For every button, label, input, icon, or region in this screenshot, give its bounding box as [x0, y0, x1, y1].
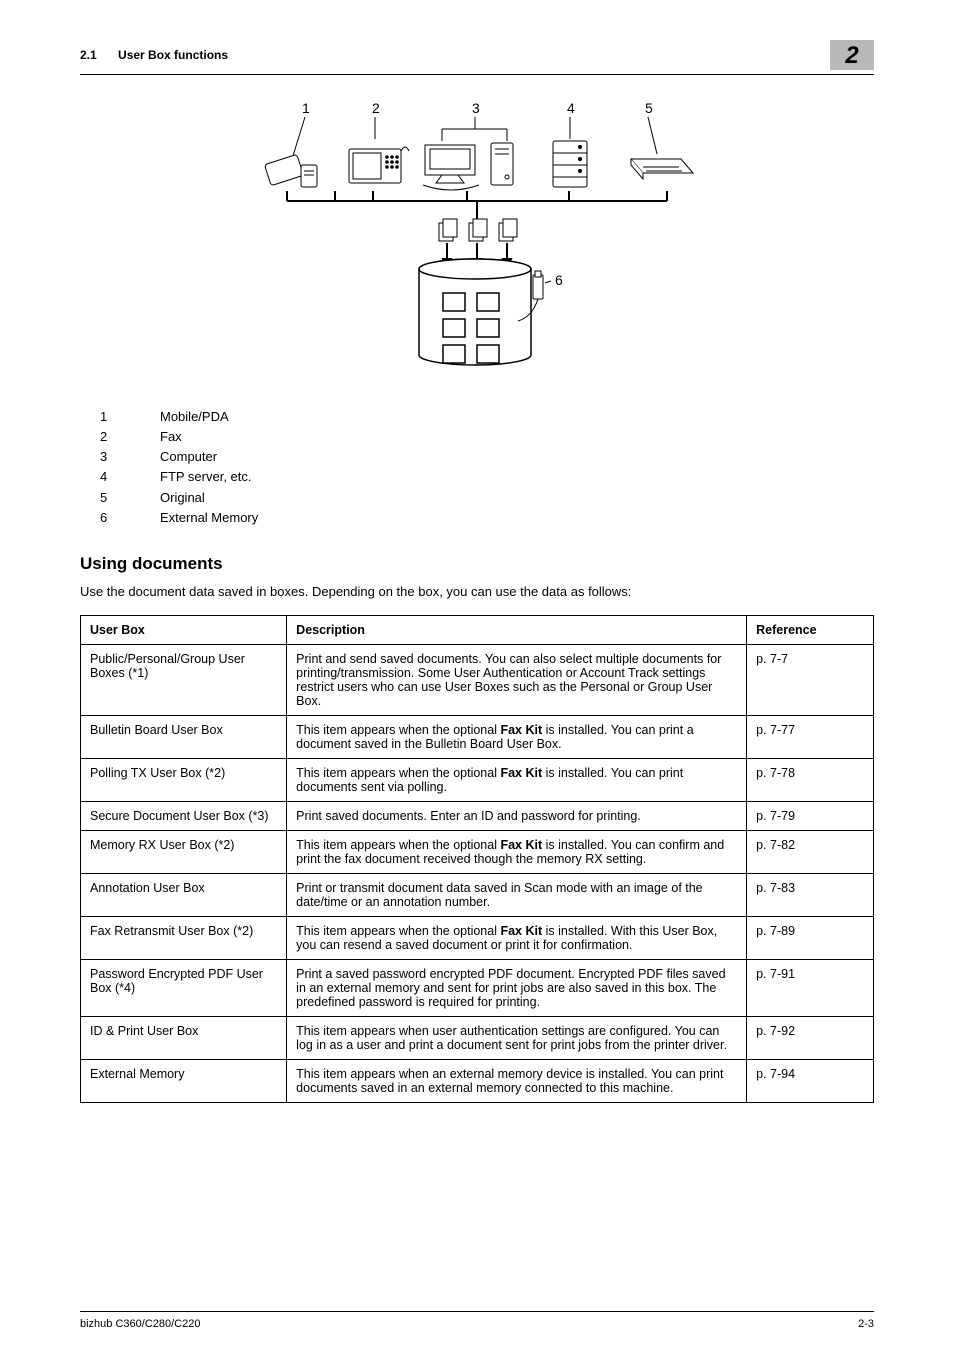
cell-description: Print a saved password encrypted PDF doc… [287, 959, 747, 1016]
cell-userbox: Secure Document User Box (*3) [81, 801, 287, 830]
cell-reference: p. 7-89 [747, 916, 874, 959]
section-number: 2.1 [80, 48, 97, 62]
cell-description: Print or transmit document data saved in… [287, 873, 747, 916]
desc-text-pre: This item appears when the optional [296, 723, 500, 737]
user-box-table: User Box Description Reference Public/Pe… [80, 615, 874, 1103]
legend-text: Computer [160, 447, 217, 467]
cell-userbox: Memory RX User Box (*2) [81, 830, 287, 873]
cell-userbox: Annotation User Box [81, 873, 287, 916]
cell-reference: p. 7-78 [747, 758, 874, 801]
cell-reference: p. 7-7 [747, 644, 874, 715]
cell-reference: p. 7-92 [747, 1016, 874, 1059]
cell-description: This item appears when the optional Fax … [287, 715, 747, 758]
legend-number: 6 [100, 508, 160, 528]
svg-text:2: 2 [372, 100, 380, 116]
legend-row: 5Original [100, 488, 874, 508]
legend-text: FTP server, etc. [160, 467, 252, 487]
header-left: 2.1 User Box functions [80, 48, 228, 62]
table-header-description: Description [287, 615, 747, 644]
desc-text-pre: This item appears when the optional [296, 924, 500, 938]
legend-text: Original [160, 488, 205, 508]
table-row: External MemoryThis item appears when an… [81, 1059, 874, 1102]
cell-description: Print and send saved documents. You can … [287, 644, 747, 715]
desc-bold: Fax Kit [500, 766, 542, 780]
cell-reference: p. 7-77 [747, 715, 874, 758]
cell-userbox: Password Encrypted PDF User Box (*4) [81, 959, 287, 1016]
svg-text:5: 5 [645, 100, 653, 116]
svg-text:4: 4 [567, 100, 575, 116]
cell-description: This item appears when an external memor… [287, 1059, 747, 1102]
desc-text-pre: This item appears when the optional [296, 838, 500, 852]
cell-description: This item appears when the optional Fax … [287, 830, 747, 873]
table-row: Password Encrypted PDF User Box (*4)Prin… [81, 959, 874, 1016]
legend-number: 4 [100, 467, 160, 487]
diagram-legend: 1Mobile/PDA2Fax3Computer4FTP server, etc… [100, 407, 874, 528]
desc-text-pre: This item appears when the optional [296, 766, 500, 780]
chapter-badge: 2 [830, 40, 874, 70]
desc-bold: Fax Kit [500, 838, 542, 852]
workflow-diagram: 1 2 3 4 5 [247, 99, 707, 379]
table-row: Fax Retransmit User Box (*2)This item ap… [81, 916, 874, 959]
cell-reference: p. 7-94 [747, 1059, 874, 1102]
legend-row: 1Mobile/PDA [100, 407, 874, 427]
cell-description: This item appears when the optional Fax … [287, 916, 747, 959]
table-row: ID & Print User BoxThis item appears whe… [81, 1016, 874, 1059]
section-title: User Box functions [118, 48, 228, 62]
desc-bold: Fax Kit [500, 924, 542, 938]
intro-paragraph: Use the document data saved in boxes. De… [80, 584, 874, 599]
svg-text:6: 6 [555, 272, 563, 288]
table-row: Public/Personal/Group User Boxes (*1)Pri… [81, 644, 874, 715]
svg-text:1: 1 [302, 100, 310, 116]
cell-description: Print saved documents. Enter an ID and p… [287, 801, 747, 830]
legend-row: 6External Memory [100, 508, 874, 528]
cell-reference: p. 7-91 [747, 959, 874, 1016]
cell-userbox: ID & Print User Box [81, 1016, 287, 1059]
table-row: Memory RX User Box (*2)This item appears… [81, 830, 874, 873]
svg-text:3: 3 [472, 100, 480, 116]
cell-reference: p. 7-82 [747, 830, 874, 873]
cell-reference: p. 7-79 [747, 801, 874, 830]
legend-row: 4FTP server, etc. [100, 467, 874, 487]
legend-row: 3Computer [100, 447, 874, 467]
cell-userbox: Polling TX User Box (*2) [81, 758, 287, 801]
subsection-heading: Using documents [80, 554, 874, 574]
footer-page-number: 2-3 [858, 1318, 874, 1330]
desc-bold: Fax Kit [500, 723, 542, 737]
cell-userbox: Public/Personal/Group User Boxes (*1) [81, 644, 287, 715]
page-header: 2.1 User Box functions 2 [80, 40, 874, 75]
table-header-userbox: User Box [81, 615, 287, 644]
legend-number: 2 [100, 427, 160, 447]
table-row: Annotation User BoxPrint or transmit doc… [81, 873, 874, 916]
footer-model: bizhub C360/C280/C220 [80, 1318, 200, 1330]
cell-reference: p. 7-83 [747, 873, 874, 916]
legend-number: 3 [100, 447, 160, 467]
cell-description: This item appears when user authenticati… [287, 1016, 747, 1059]
table-row: Polling TX User Box (*2)This item appear… [81, 758, 874, 801]
cell-description: This item appears when the optional Fax … [287, 758, 747, 801]
chapter-number: 2 [845, 42, 858, 70]
cell-userbox: External Memory [81, 1059, 287, 1102]
legend-text: Fax [160, 427, 182, 447]
table-row: Bulletin Board User BoxThis item appears… [81, 715, 874, 758]
table-row: Secure Document User Box (*3)Print saved… [81, 801, 874, 830]
cell-userbox: Bulletin Board User Box [81, 715, 287, 758]
legend-number: 5 [100, 488, 160, 508]
diagram-container: 1 2 3 4 5 [80, 99, 874, 379]
cell-userbox: Fax Retransmit User Box (*2) [81, 916, 287, 959]
table-header-reference: Reference [747, 615, 874, 644]
legend-text: External Memory [160, 508, 258, 528]
legend-text: Mobile/PDA [160, 407, 229, 427]
legend-number: 1 [100, 407, 160, 427]
page-footer: bizhub C360/C280/C220 2-3 [80, 1311, 874, 1330]
legend-row: 2Fax [100, 427, 874, 447]
